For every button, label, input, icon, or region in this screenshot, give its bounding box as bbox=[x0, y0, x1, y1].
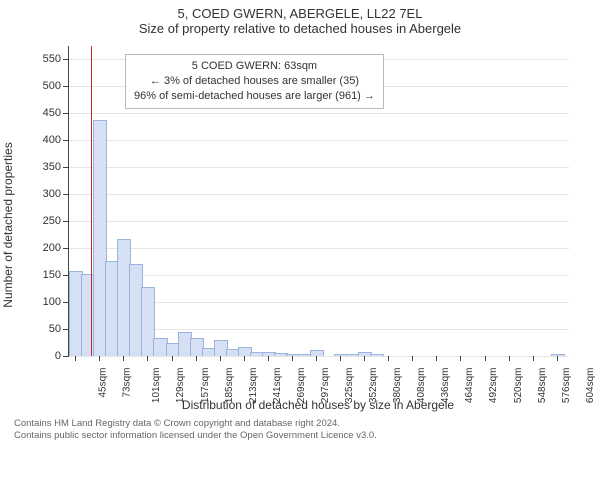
gridline bbox=[69, 356, 569, 357]
chart-container: Number of detached properties 5 COED GWE… bbox=[20, 40, 580, 410]
y-tick-label: 450 bbox=[43, 107, 69, 119]
x-tick bbox=[412, 356, 413, 361]
x-tick bbox=[316, 356, 317, 361]
footer-attribution: Contains HM Land Registry data © Crown c… bbox=[0, 410, 600, 443]
y-tick-label: 350 bbox=[43, 161, 69, 173]
bar bbox=[310, 350, 324, 356]
x-tick bbox=[364, 356, 365, 361]
x-tick-label: 45sqm bbox=[98, 368, 109, 398]
x-tick-label: 604sqm bbox=[585, 368, 596, 404]
y-tick-label: 300 bbox=[43, 188, 69, 200]
x-tick bbox=[99, 356, 100, 361]
y-tick-label: 0 bbox=[55, 350, 69, 362]
x-axis-label: Distribution of detached houses by size … bbox=[68, 398, 568, 412]
footer-line-1: Contains HM Land Registry data © Crown c… bbox=[14, 418, 586, 430]
bar bbox=[551, 354, 565, 356]
y-tick-label: 550 bbox=[43, 53, 69, 65]
y-tick-label: 400 bbox=[43, 134, 69, 146]
page-title: 5, COED GWERN, ABERGELE, LL22 7EL bbox=[0, 0, 600, 21]
y-tick-label: 500 bbox=[43, 80, 69, 92]
x-tick bbox=[292, 356, 293, 361]
plot-area: 5 COED GWERN: 63sqm ← 3% of detached hou… bbox=[68, 46, 569, 357]
x-tick bbox=[268, 356, 269, 361]
reference-tooltip: 5 COED GWERN: 63sqm ← 3% of detached hou… bbox=[125, 54, 384, 109]
y-tick-label: 100 bbox=[43, 296, 69, 308]
footer-line-2: Contains public sector information licen… bbox=[14, 430, 586, 442]
x-tick bbox=[75, 356, 76, 361]
x-tick bbox=[123, 356, 124, 361]
y-tick-label: 250 bbox=[43, 215, 69, 227]
y-tick-label: 150 bbox=[43, 269, 69, 281]
page-subtitle: Size of property relative to detached ho… bbox=[0, 21, 600, 40]
x-tick bbox=[196, 356, 197, 361]
x-tick bbox=[557, 356, 558, 361]
tooltip-line-2: ← 3% of detached houses are smaller (35) bbox=[134, 74, 375, 89]
x-tick bbox=[485, 356, 486, 361]
x-tick bbox=[172, 356, 173, 361]
tooltip-line-1: 5 COED GWERN: 63sqm bbox=[134, 59, 375, 74]
x-tick bbox=[340, 356, 341, 361]
x-tick-label: 73sqm bbox=[122, 368, 133, 398]
x-tick bbox=[220, 356, 221, 361]
x-tick bbox=[460, 356, 461, 361]
reference-line bbox=[91, 46, 92, 356]
y-tick-label: 200 bbox=[43, 242, 69, 254]
y-axis-label: Number of detached properties bbox=[1, 142, 15, 307]
x-tick bbox=[436, 356, 437, 361]
x-tick bbox=[509, 356, 510, 361]
y-tick-label: 50 bbox=[49, 323, 69, 335]
x-tick bbox=[533, 356, 534, 361]
x-tick bbox=[147, 356, 148, 361]
bar bbox=[370, 354, 384, 356]
x-tick bbox=[244, 356, 245, 361]
x-tick bbox=[388, 356, 389, 361]
tooltip-line-3: 96% of semi-detached houses are larger (… bbox=[134, 89, 375, 104]
